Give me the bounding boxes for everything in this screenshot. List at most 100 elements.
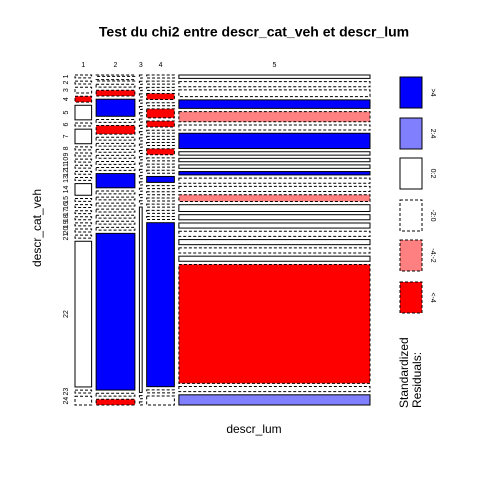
mosaic-cell [146, 216, 175, 220]
mosaic-cell [95, 154, 136, 159]
mosaic-cell [178, 247, 371, 254]
mosaic-cell [146, 80, 175, 85]
mosaic-cell [146, 203, 175, 208]
mosaic-cell [178, 132, 371, 150]
mosaic-cell [178, 230, 371, 237]
legend-label: >4 [429, 89, 436, 97]
mosaic-cell [74, 240, 93, 388]
mosaic-cell [74, 80, 93, 85]
legend-swatch [399, 76, 423, 109]
mosaic-cell [95, 220, 136, 225]
mosaic-cell [74, 152, 93, 157]
mosaic-cell [178, 111, 371, 123]
mosaic-cell [74, 104, 93, 121]
mosaic-cell [178, 185, 371, 193]
mosaic-cell [178, 124, 371, 131]
mosaic-cell [146, 169, 175, 174]
mosaic-cell [178, 263, 371, 384]
legend-label: 0:2 [429, 169, 436, 179]
row-label: 14 [63, 185, 70, 193]
mosaic-cell [138, 93, 143, 98]
column-label: 5 [272, 62, 276, 69]
mosaic-cell [178, 239, 371, 246]
mosaic-cell [95, 79, 136, 82]
mosaic-cell [74, 389, 93, 394]
row-label: 23 [63, 388, 70, 396]
mosaic-cell [95, 398, 136, 406]
row-label: 2 [63, 81, 70, 85]
mosaic-cell [138, 124, 143, 129]
row-label: 22 [63, 310, 70, 318]
row-label: 15 [63, 196, 70, 204]
row-label: 3 [63, 88, 70, 92]
mosaic-cell [138, 187, 143, 192]
row-label: 17 [63, 208, 70, 216]
legend-swatch [399, 117, 423, 150]
mosaic-cell [95, 160, 136, 165]
mosaic-cell [138, 80, 143, 85]
column-label: 2 [114, 62, 118, 69]
mosaic-cell [95, 196, 136, 201]
row-label: 6 [63, 122, 70, 126]
mosaic-cell [146, 129, 175, 134]
legend-label: <-4 [429, 292, 436, 302]
mosaic-cell [74, 164, 93, 169]
mosaic-cell [138, 87, 143, 92]
row-label: 20 [63, 226, 70, 234]
mosaic-cell [178, 177, 371, 184]
mosaic-cell [138, 401, 143, 406]
legend-label: -4:-2 [429, 248, 436, 263]
mosaic-cell [138, 143, 143, 148]
mosaic-cell [138, 168, 143, 173]
mosaic-cell [95, 173, 136, 189]
mosaic-cell [74, 222, 93, 227]
mosaic-cell [138, 181, 143, 186]
column-label: 3 [139, 62, 143, 69]
row-label: 1 [63, 74, 70, 78]
mosaic-cell [74, 228, 93, 233]
row-label: 8 [63, 146, 70, 150]
mosaic-cell [178, 386, 371, 393]
mosaic-cell [138, 206, 143, 393]
mosaic-cell [146, 163, 175, 168]
mosaic-cell [178, 157, 371, 163]
row-label: 9 [63, 152, 70, 156]
mosaic-cell [95, 148, 136, 153]
mosaic-cell [146, 148, 175, 156]
mosaic-cell [138, 162, 143, 167]
mosaic-cell [95, 118, 136, 123]
mosaic-cell [138, 99, 143, 104]
mosaic-cell [74, 95, 93, 103]
row-label: 24 [63, 397, 70, 405]
row-label: 18 [63, 214, 70, 222]
mosaic-cell [178, 194, 371, 203]
mosaic-cell [146, 157, 175, 162]
mosaic-cell [146, 395, 175, 406]
mosaic-cell [95, 214, 136, 219]
mosaic-cell [74, 74, 93, 79]
row-label: 19 [63, 220, 70, 228]
mosaic-cell [138, 74, 143, 79]
mosaic-cell [146, 197, 175, 202]
mosaic-cell [138, 156, 143, 161]
mosaic-cell [138, 193, 143, 199]
mosaic-cell [146, 191, 175, 196]
mosaic-cell [178, 81, 371, 88]
mosaic-cell [95, 167, 136, 171]
row-label: 11 [63, 163, 70, 170]
mosaic-cell [95, 89, 136, 97]
mosaic-cell [95, 202, 136, 207]
y-axis-label: descr_cat_veh [30, 189, 44, 267]
chart-title: Test du chi2 entre descr_cat_veh et desc… [99, 24, 409, 40]
legend-swatch [399, 199, 423, 232]
mosaic-cell [138, 149, 143, 155]
mosaic-cell [138, 118, 143, 123]
mosaic-cell [95, 83, 136, 88]
mosaic-cell [178, 74, 371, 79]
mosaic-cell [138, 200, 143, 205]
legend-swatch [399, 157, 423, 190]
mosaic-cell [146, 102, 175, 107]
mosaic-cell [138, 395, 143, 400]
mosaic-cell [74, 216, 93, 221]
